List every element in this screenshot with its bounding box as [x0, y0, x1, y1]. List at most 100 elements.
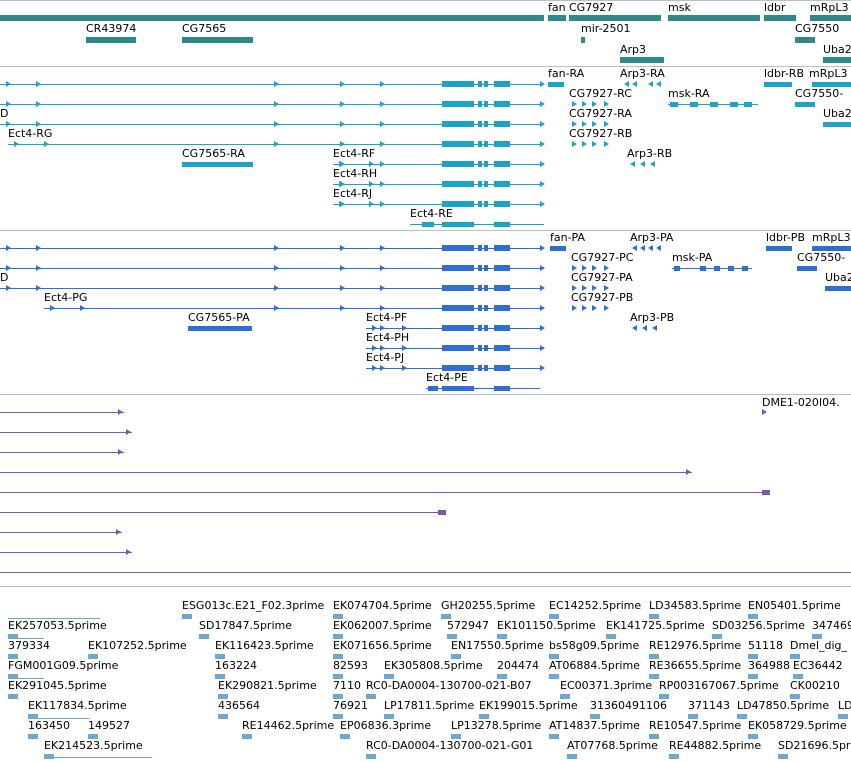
est-feature[interactable] [441, 614, 451, 619]
feature-label[interactable]: 149527 [88, 719, 130, 732]
gene-bar[interactable] [810, 15, 851, 21]
feature-label[interactable]: CK00210 [790, 679, 840, 692]
est-feature[interactable] [649, 614, 659, 619]
feature-label[interactable]: msk [668, 1, 691, 14]
gene-bar[interactable] [182, 37, 253, 43]
exon-block[interactable] [478, 365, 482, 371]
exon-block[interactable] [494, 141, 510, 147]
est-feature[interactable] [8, 634, 18, 639]
exon-block[interactable] [442, 325, 474, 331]
exon-block[interactable] [484, 161, 488, 167]
feature-label[interactable]: ldbr-PB [766, 231, 805, 244]
feature-label[interactable]: 7110 [333, 679, 361, 692]
est-feature[interactable] [451, 654, 461, 659]
exon-block[interactable] [484, 81, 488, 87]
exon-block[interactable] [494, 325, 510, 331]
feature-label[interactable]: 572947 [447, 619, 489, 632]
feature-label[interactable]: Ect4-PH [366, 331, 410, 344]
est-feature[interactable] [340, 734, 350, 739]
feature-label[interactable]: EK074704.5prime [333, 599, 432, 612]
est-feature[interactable] [649, 674, 659, 679]
est-feature[interactable] [333, 634, 343, 639]
exon-block[interactable] [484, 325, 488, 331]
exon-block[interactable] [484, 181, 488, 187]
feature-label[interactable]: EK117834.5prime [28, 699, 127, 712]
est-feature[interactable] [28, 734, 38, 739]
exon-block[interactable] [478, 245, 482, 251]
gene-bar[interactable] [764, 15, 796, 21]
est-feature[interactable] [497, 634, 507, 639]
feature-label[interactable]: CG7550- [797, 251, 846, 264]
est-feature[interactable] [778, 754, 788, 759]
feature-label[interactable]: Ect4-RH [333, 167, 378, 180]
est-feature[interactable] [88, 654, 98, 659]
exon-block[interactable] [494, 161, 510, 167]
exon-block[interactable] [478, 161, 482, 167]
feature-label[interactable]: EK291045.5prime [8, 679, 107, 692]
feature-label[interactable]: CG7927-RC [569, 87, 632, 100]
gene-bar[interactable] [668, 15, 760, 21]
est-feature[interactable] [333, 654, 343, 659]
est-feature[interactable] [479, 714, 489, 719]
feature-label[interactable]: mRpL3 [812, 231, 851, 244]
feature-label[interactable]: SD17847.5prime [199, 619, 292, 632]
exon-block[interactable] [478, 101, 482, 107]
est-feature[interactable] [8, 674, 18, 679]
feature-label[interactable]: GH20255.5prime [441, 599, 536, 612]
est-feature[interactable] [366, 754, 376, 759]
est-feature[interactable] [88, 734, 98, 739]
exon-block[interactable] [494, 285, 510, 291]
feature-label[interactable]: LP17811.5prime [384, 699, 475, 712]
feature-label[interactable]: msk-RA [668, 87, 710, 100]
est-feature[interactable] [199, 634, 209, 639]
feature-label[interactable]: ESG013c.E21_F02.3prime [182, 599, 325, 612]
feature-label[interactable]: 379334 [8, 639, 50, 652]
est-feature[interactable] [333, 674, 343, 679]
feature-label[interactable]: LD34583.5prime [649, 599, 742, 612]
feature-label[interactable]: Ect4-RG [8, 127, 53, 140]
feature-label[interactable]: Ect4-RJ [333, 187, 373, 200]
feature-label[interactable]: RC0-DA0004-130700-021-G01 [366, 739, 534, 752]
feature-label[interactable]: Ect4-RF [333, 147, 376, 160]
feature-label[interactable]: Dmel_dig_ [790, 639, 848, 652]
exon-block[interactable] [484, 245, 488, 251]
exon-block[interactable] [764, 82, 792, 87]
est-feature[interactable] [333, 614, 343, 619]
feature-label[interactable]: Uba2 [823, 107, 851, 120]
feature-label[interactable]: CG7565-RA [182, 147, 245, 160]
est-feature[interactable] [44, 754, 54, 759]
exon-block[interactable] [442, 305, 474, 311]
feature-label[interactable]: fan [548, 1, 566, 14]
feature-label[interactable]: AT14837.5prime [549, 719, 640, 732]
exon-block[interactable] [442, 181, 474, 187]
feature-label[interactable]: 364988 [748, 659, 790, 672]
est-feature[interactable] [790, 654, 800, 659]
exon-block[interactable] [484, 265, 488, 271]
feature-label[interactable]: SD03256.5prime [712, 619, 805, 632]
feature-label[interactable]: EN17550.5prime [451, 639, 544, 652]
feature-label[interactable]: fan-PA [550, 231, 586, 244]
feature-label[interactable]: fan-RA [548, 67, 585, 80]
feature-label[interactable]: D [0, 107, 9, 120]
exon-block[interactable] [484, 305, 488, 311]
exon-block[interactable] [690, 102, 698, 107]
feature-label[interactable]: Arp3-PB [630, 311, 675, 324]
est-feature[interactable] [748, 654, 758, 659]
feature-label[interactable]: RE14462.5prime [242, 719, 335, 732]
feature-label[interactable]: EK071656.5prime [333, 639, 432, 652]
est-feature[interactable] [218, 714, 228, 719]
est-feature[interactable] [549, 614, 559, 619]
feature-label[interactable]: EC36442 [793, 659, 843, 672]
est-feature[interactable] [737, 714, 747, 719]
est-feature[interactable] [218, 694, 228, 699]
feature-label[interactable]: CG7565-PA [188, 311, 250, 324]
gene-bar[interactable] [569, 15, 661, 21]
feature-label[interactable]: LD47850.5prime [737, 699, 830, 712]
exon-block[interactable] [478, 141, 482, 147]
exon-block[interactable] [478, 81, 482, 87]
feature-label[interactable]: 163450 [28, 719, 70, 732]
gene-bar[interactable] [620, 57, 664, 63]
exon-block[interactable] [484, 141, 488, 147]
feature-label[interactable]: CR43974 [86, 22, 137, 35]
est-feature[interactable] [748, 614, 758, 619]
